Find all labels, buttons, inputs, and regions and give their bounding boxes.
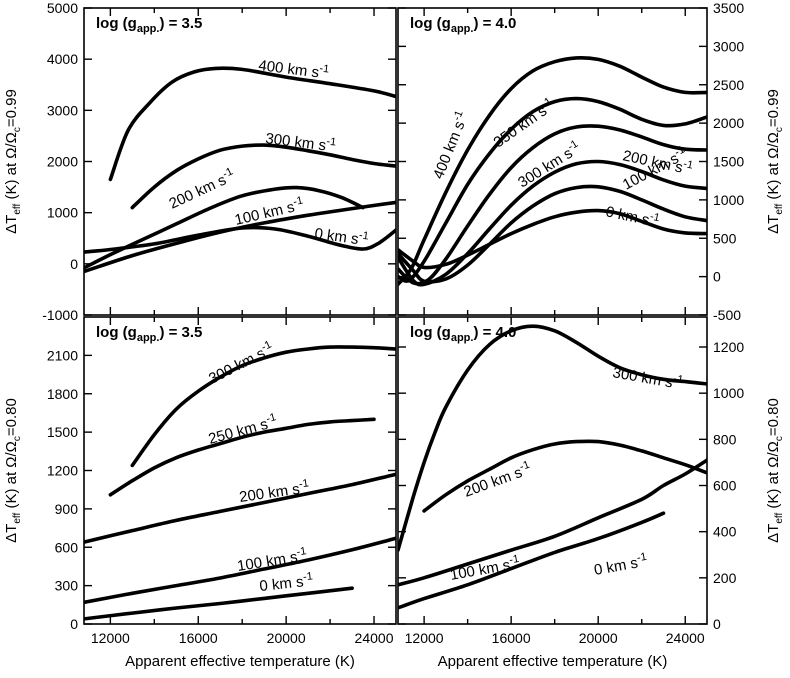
y-axis-label: ΔTeff (K) at Ω/Ωc=0.80: [765, 398, 785, 543]
curve-br-100-km-s-1: [398, 458, 707, 587]
y-tick-label: 4000: [47, 51, 78, 67]
x-tick-label: 12000: [91, 630, 130, 646]
panel-title-br: log (gapp.) = 4.0: [410, 324, 516, 344]
x-tick-label: 16000: [492, 630, 531, 646]
curve-tl-0-km-s-1: [84, 225, 396, 254]
y-tick-label: 3000: [713, 38, 744, 54]
panel-frame-tl: [83, 7, 397, 316]
curve-label-br-3: 0 km s-1: [592, 551, 648, 579]
x-tick-label: 12000: [405, 630, 444, 646]
y-tick-label: 800: [713, 431, 737, 447]
curve-br-300-km-s-1: [398, 324, 707, 552]
y-tick-label: 0: [70, 256, 78, 272]
y-tick-label: 1200: [713, 339, 744, 355]
y-axis-label: ΔTeff (K) at Ω/Ωc=0.80: [3, 398, 23, 543]
y-tick-label: 1500: [47, 424, 78, 440]
y-tick-label: 5000: [47, 0, 78, 16]
y-tick-label: 1500: [713, 154, 744, 170]
y-tick-label: 2000: [47, 154, 78, 170]
y-tick-label: 0: [70, 616, 78, 632]
curve-label-bl-1: 250 km s-1: [206, 411, 279, 448]
curve-bl-300-km-s-1: [130, 345, 396, 468]
curve-bl-0-km-s-1: [84, 586, 354, 621]
curve-label-br-0: 300 km s-1: [611, 362, 684, 393]
curve-label-bl-4: 0 km s-1: [258, 570, 314, 595]
y-tick-label: -500: [713, 307, 741, 323]
y-tick-label: 2500: [713, 77, 744, 93]
x-tick-label: 24000: [666, 630, 705, 646]
y-tick-label: 900: [55, 501, 79, 517]
curve-tl-400-km-s-1: [108, 66, 396, 182]
curve-label-tl-4: 0 km s-1: [313, 223, 369, 249]
panel-frame-br: [397, 316, 708, 625]
y-tick-label: 3500: [713, 0, 744, 16]
curve-bl-100-km-s-1: [84, 536, 396, 605]
curve-tl-200-km-s-1: [84, 185, 365, 270]
panel-frames: [83, 7, 708, 625]
curve-br-200-km-s-1: [422, 439, 707, 513]
y-tick-label: -1000: [42, 307, 78, 323]
y-tick-label: 600: [713, 478, 737, 494]
x-tick-label: 20000: [579, 630, 618, 646]
curve-bl-250-km-s-1: [108, 417, 376, 497]
x-tick-label: 24000: [355, 630, 394, 646]
curves: [84, 55, 707, 621]
y-tick-label: 400: [713, 524, 737, 540]
x-tick-label: 20000: [267, 630, 306, 646]
x-axis-label: Apparent effective temperature (K): [125, 653, 355, 670]
y-tick-label: 1000: [713, 385, 744, 401]
y-tick-label: 1000: [713, 192, 744, 208]
x-axis-label: Apparent effective temperature (K): [438, 653, 668, 670]
y-tick-label: 1200: [47, 463, 78, 479]
curve-tr-0-km-s-1: [398, 208, 707, 270]
y-axis-label: ΔTeff (K) at Ω/Ωc=0.99: [765, 89, 785, 234]
panel-title-bl: log (gapp.) = 3.5: [96, 324, 202, 344]
curve-label-tl-1: 300 km s-1: [265, 128, 337, 155]
x-tick-label: 16000: [179, 630, 218, 646]
y-tick-label: 1000: [47, 205, 78, 221]
y-tick-label: 1800: [47, 386, 78, 402]
y-tick-label: 0: [713, 269, 721, 285]
y-tick-label: 0: [713, 616, 721, 632]
y-tick-label: 3000: [47, 102, 78, 118]
curve-tl-300-km-s-1: [130, 143, 396, 210]
y-tick-label: 500: [713, 230, 737, 246]
curve-label-bl-0: 300 km s-1: [205, 339, 277, 388]
curve-tr-100-km-s-1: [398, 184, 707, 284]
y-axis-label: ΔTeff (K) at Ω/Ωc=0.99: [3, 89, 23, 234]
curve-label-tr-0: 400 km s-1: [428, 109, 472, 182]
y-tick-label: 600: [55, 539, 79, 555]
panel-title-tl: log (gapp.) = 3.5: [96, 15, 202, 35]
curve-tr-350-km-s-1: [398, 96, 707, 283]
curve-tr-400-km-s-1: [398, 55, 707, 287]
curve-tr-300-km-s-1: [398, 124, 707, 286]
curve-br-0-km-s-1: [398, 511, 666, 610]
y-tick-label: 2100: [47, 347, 78, 363]
y-tick-label: 200: [713, 570, 737, 586]
y-tick-label: 300: [55, 578, 79, 594]
curve-bl-200-km-s-1: [84, 472, 396, 544]
y-tick-label: 2000: [713, 115, 744, 131]
curve-label-bl-3: 100 km s-1: [236, 545, 309, 575]
panel-title-tr: log (gapp.) = 4.0: [410, 15, 516, 35]
